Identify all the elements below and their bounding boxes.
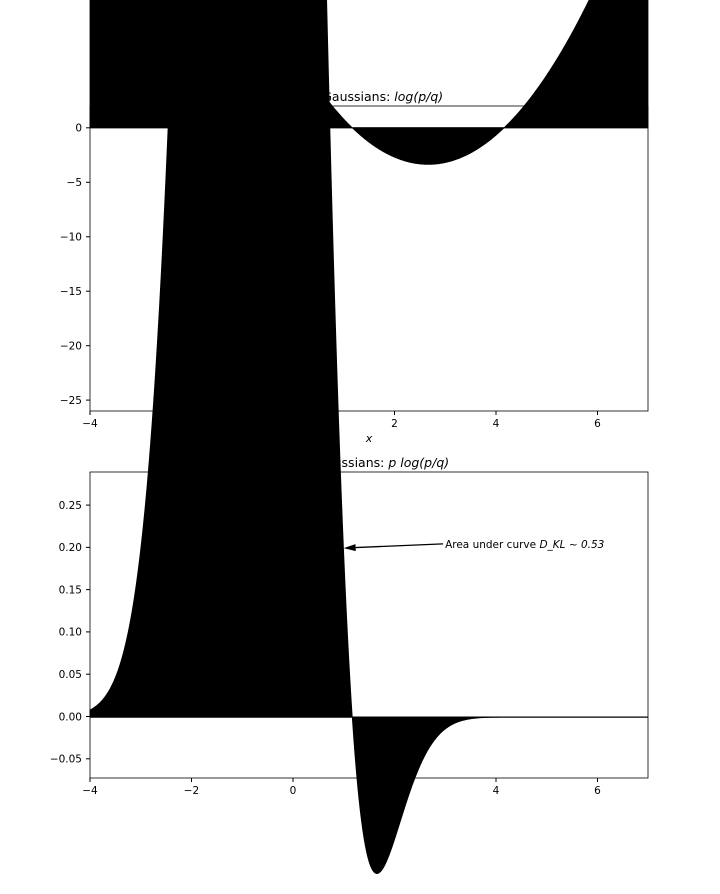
chart-bottom-frame — [89, 471, 649, 779]
chart-bottom-x-axis: −4 −2 0 2 4 6 x — [82, 778, 601, 811]
x-tick-label: −4 — [82, 785, 98, 797]
annotation-arrow-head — [343, 544, 356, 552]
y-tick-label: 0.05 — [59, 669, 82, 681]
x-tick-label: 2 — [391, 418, 398, 430]
x-tick-label: −2 — [184, 785, 199, 797]
chart-bottom-x-label: x — [365, 798, 373, 811]
y-tick-label: 0.00 — [59, 711, 82, 723]
annotation-text: Area under curve D_KL ~ 0.53 — [445, 539, 604, 551]
x-tick-label: 4 — [493, 418, 500, 430]
y-tick-label: −20 — [60, 341, 82, 353]
y-tick-label: −25 — [60, 395, 82, 407]
chart-bottom-y-axis: 0.25 0.20 0.15 0.10 0.05 0.00 −0.05 — [50, 500, 90, 766]
chart-bottom-annotation: Area under curve D_KL ~ 0.53 — [343, 539, 604, 552]
y-tick-label: 0 — [75, 123, 82, 135]
y-tick-label: 0.25 — [59, 500, 82, 512]
x-tick-label: 2 — [391, 785, 398, 797]
annotation-math: D_KL ~ 0.53 — [539, 539, 604, 551]
y-tick-label: −5 — [67, 177, 82, 189]
y-tick-label: −15 — [60, 286, 82, 298]
x-tick-label: 0 — [290, 785, 297, 797]
chart-bottom-plot-area — [89, 0, 648, 874]
x-tick-label: 6 — [594, 418, 601, 430]
x-tick-label: 4 — [493, 785, 500, 797]
annotation-arrow-shaft — [355, 543, 444, 549]
y-tick-label: 0.20 — [59, 542, 82, 554]
y-tick-label: −10 — [60, 232, 82, 244]
chart-bottom: Two Gaussians: p log(p/q) −4 −2 0 2 4 6 … — [50, 0, 649, 874]
x-tick-label: 6 — [594, 785, 601, 797]
x-tick-label: −4 — [82, 418, 98, 430]
chart-bottom-title-math: p log(p/q) — [387, 455, 449, 470]
y-tick-label: 0.15 — [59, 584, 82, 596]
chart-top-y-axis: 0 −5 −10 −15 −20 −25 — [60, 123, 90, 407]
chart-top-frame — [89, 105, 649, 412]
y-tick-label: 0.10 — [59, 627, 82, 639]
chart-top-x-label: x — [365, 432, 373, 445]
y-tick-label: −0.05 — [50, 754, 82, 766]
chart-top-title-math: log(p/q) — [394, 89, 443, 104]
